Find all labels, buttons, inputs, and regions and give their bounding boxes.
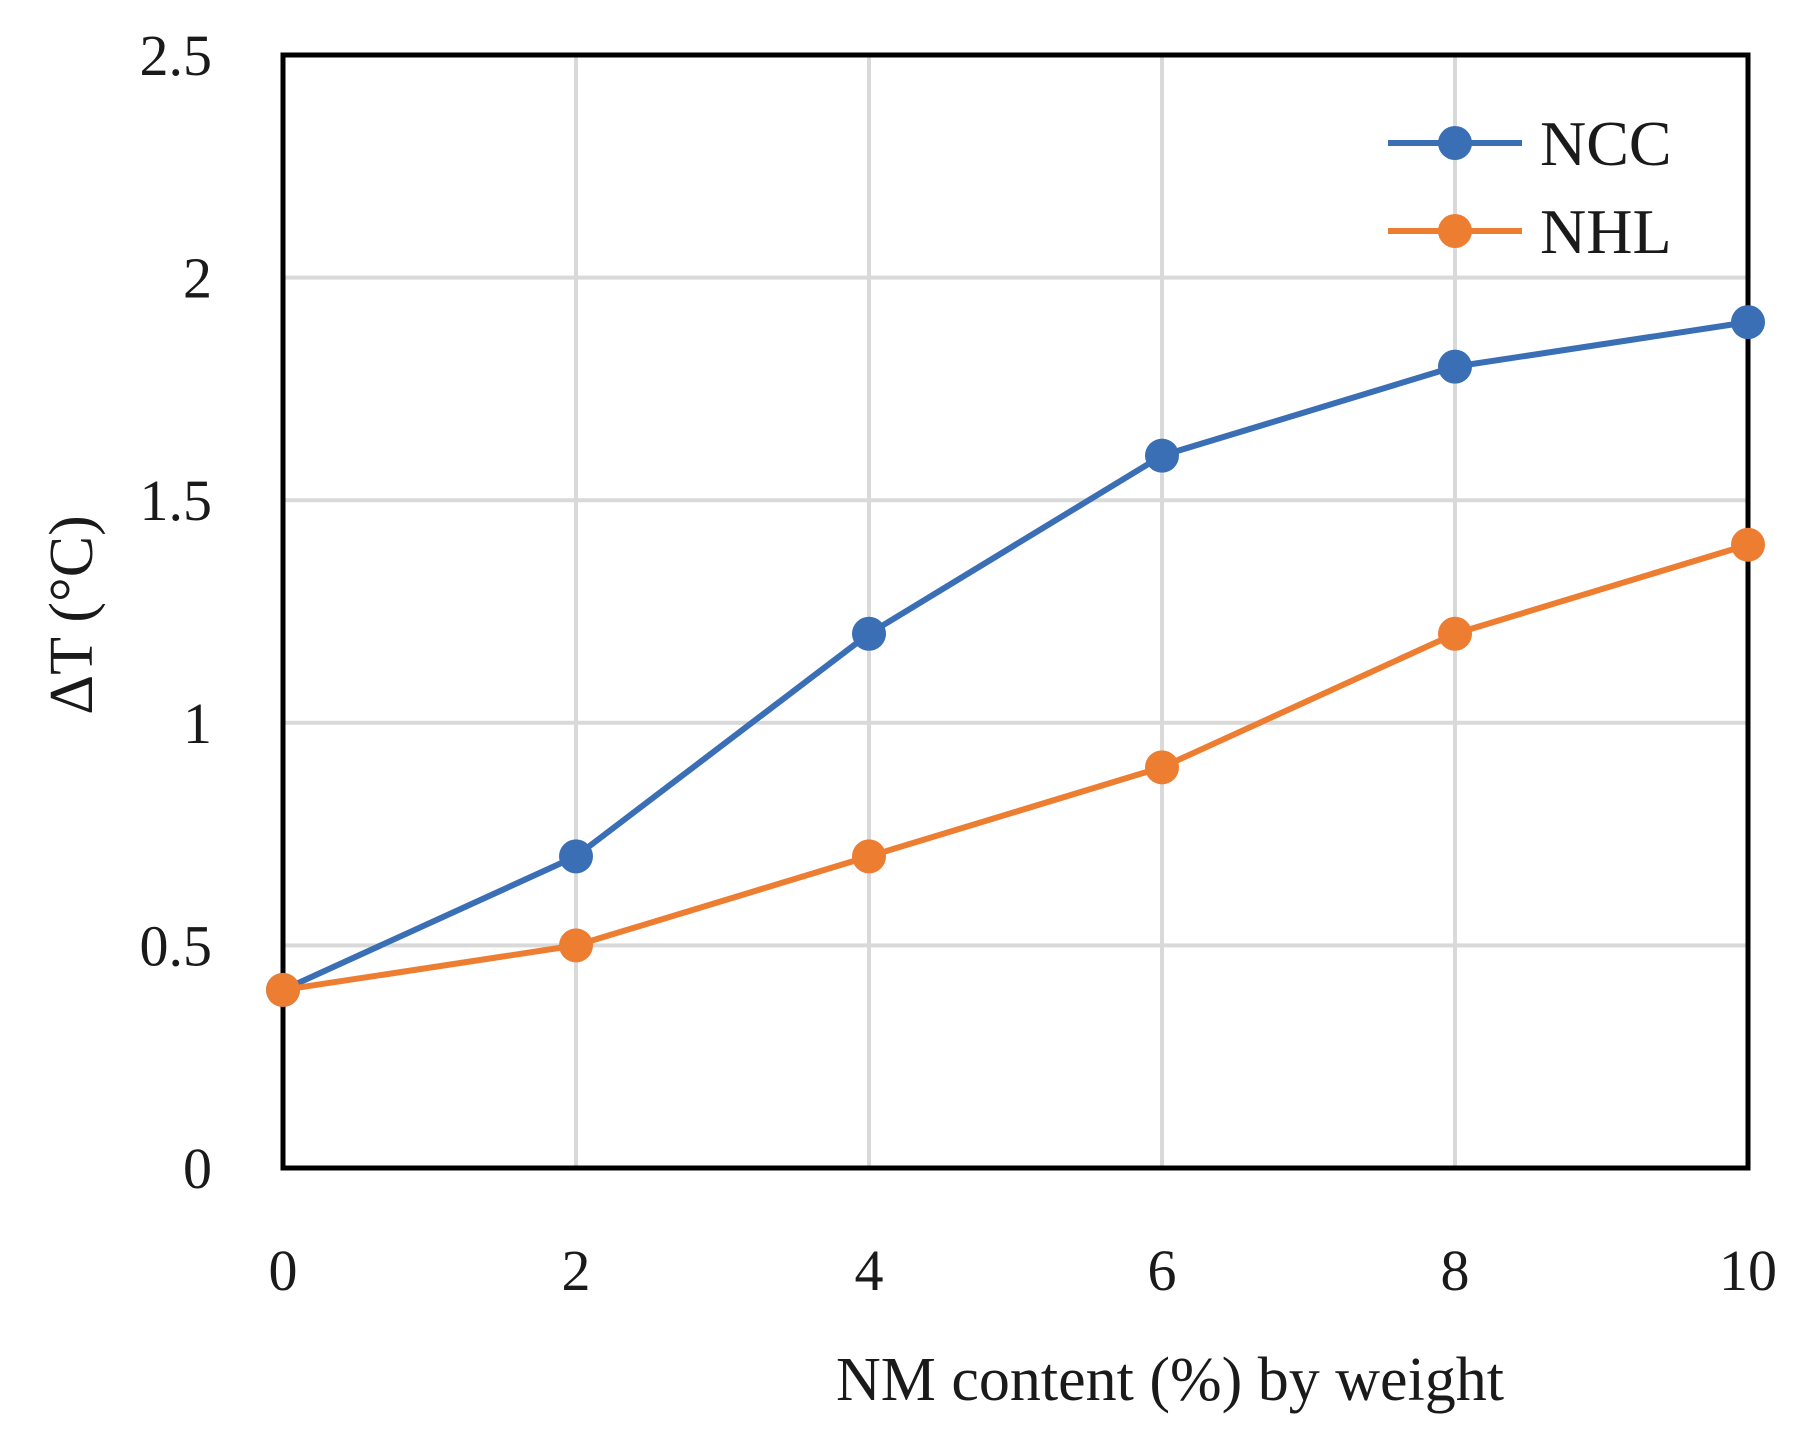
data-point-nhl-3 (1145, 750, 1179, 785)
vertical-gridlines (574, 55, 1457, 1168)
y-tick-label: 0.5 (140, 913, 213, 978)
legend-item-nhl: NHL (1388, 196, 1672, 267)
data-point-ncc-5 (1731, 305, 1765, 340)
horizontal-gridlines (283, 275, 1748, 948)
data-point-nhl-1 (559, 928, 593, 963)
legend-label: NCC (1540, 108, 1672, 179)
legend-marker-nhl (1438, 214, 1472, 248)
legend-label: NHL (1540, 196, 1672, 267)
x-tick-label: 0 (269, 1238, 298, 1303)
legend: NCC NHL (1388, 108, 1672, 267)
y-axis-title: ΔT (°C) (38, 515, 106, 715)
y-tick-label: 2 (183, 246, 212, 311)
y-tick-label: 2.5 (140, 23, 213, 88)
x-tick-label: 10 (1719, 1238, 1777, 1303)
data-point-ncc-3 (1145, 438, 1179, 473)
y-tick-label: 1 (183, 691, 212, 756)
y-tick-label: 1.5 (140, 468, 213, 533)
x-tick-label: 2 (562, 1238, 591, 1303)
y-axis-tick-labels: 0 0.5 1 1.5 2 2.5 (140, 23, 213, 1201)
series-nhl (266, 527, 1765, 1007)
plot-area-frame (280, 52, 1751, 1171)
series-ncc (266, 305, 1765, 1007)
data-point-nhl-5 (1731, 527, 1765, 562)
series-line-nhl (280, 541, 1751, 993)
data-point-ncc-4 (1438, 349, 1472, 384)
x-tick-label: 4 (855, 1238, 884, 1303)
data-point-ncc-2 (852, 616, 886, 651)
y-tick-label: 0 (183, 1136, 212, 1201)
legend-item-ncc: NCC (1388, 108, 1672, 179)
x-tick-label: 6 (1148, 1238, 1177, 1303)
data-point-ncc-1 (559, 839, 593, 874)
x-axis-tick-labels: 0 2 4 6 8 10 (269, 1238, 1778, 1303)
legend-marker-ncc (1438, 126, 1472, 160)
series-layer (266, 305, 1765, 1007)
data-point-nhl-4 (1438, 616, 1472, 651)
data-point-nhl-2 (852, 839, 886, 874)
series-line-ncc (280, 319, 1751, 993)
x-axis-title: NM content (%) by weight (836, 1346, 1504, 1414)
data-point-nhl-0 (266, 972, 300, 1007)
x-tick-label: 8 (1441, 1238, 1470, 1303)
